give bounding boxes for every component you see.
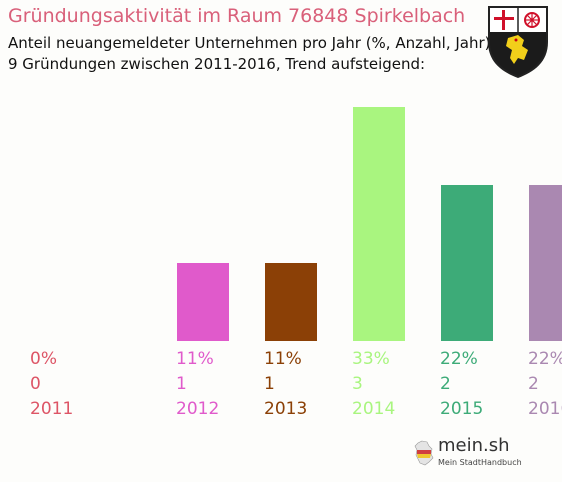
chart-subtitle-2: 9 Gründungen zwischen 2011-2016, Trend a… — [8, 55, 426, 73]
chart-subtitle-1: Anteil neuangemeldeter Unternehmen pro J… — [8, 34, 491, 52]
count-label-2013: 1 — [264, 374, 275, 394]
germany-map-icon — [414, 440, 434, 466]
year-label-2011: 2011 — [30, 399, 73, 419]
year-label-2016: 2016 — [528, 399, 562, 419]
logo-text: mein.sh — [438, 435, 510, 456]
percent-label-2012: 11% — [176, 349, 214, 369]
count-label-2015: 2 — [440, 374, 451, 394]
count-label-2011: 0 — [30, 374, 41, 394]
year-label-2014: 2014 — [352, 399, 395, 419]
percent-label-2015: 22% — [440, 349, 478, 369]
bar-2016 — [529, 185, 562, 341]
chart-title: Gründungsaktivität im Raum 76848 Spirkel… — [8, 5, 466, 27]
bar-2014 — [353, 107, 405, 341]
year-label-2015: 2015 — [440, 399, 483, 419]
mein-sh-logo[interactable]: mein.sh Mein StadtHandbuch — [414, 434, 524, 474]
count-label-2016: 2 — [528, 374, 539, 394]
percent-label-2016: 22% — [528, 349, 562, 369]
percent-label-2014: 33% — [352, 349, 390, 369]
bar-2013 — [265, 263, 317, 341]
logo-tagline: Mein StadtHandbuch — [438, 458, 522, 467]
percent-label-2011: 0% — [30, 349, 57, 369]
bar-2012 — [177, 263, 229, 341]
year-label-2012: 2012 — [176, 399, 219, 419]
bar-2015 — [441, 185, 493, 341]
count-label-2014: 3 — [352, 374, 363, 394]
count-label-2012: 1 — [176, 374, 187, 394]
coat-of-arms-icon — [488, 6, 548, 78]
percent-label-2013: 11% — [264, 349, 302, 369]
year-label-2013: 2013 — [264, 399, 307, 419]
